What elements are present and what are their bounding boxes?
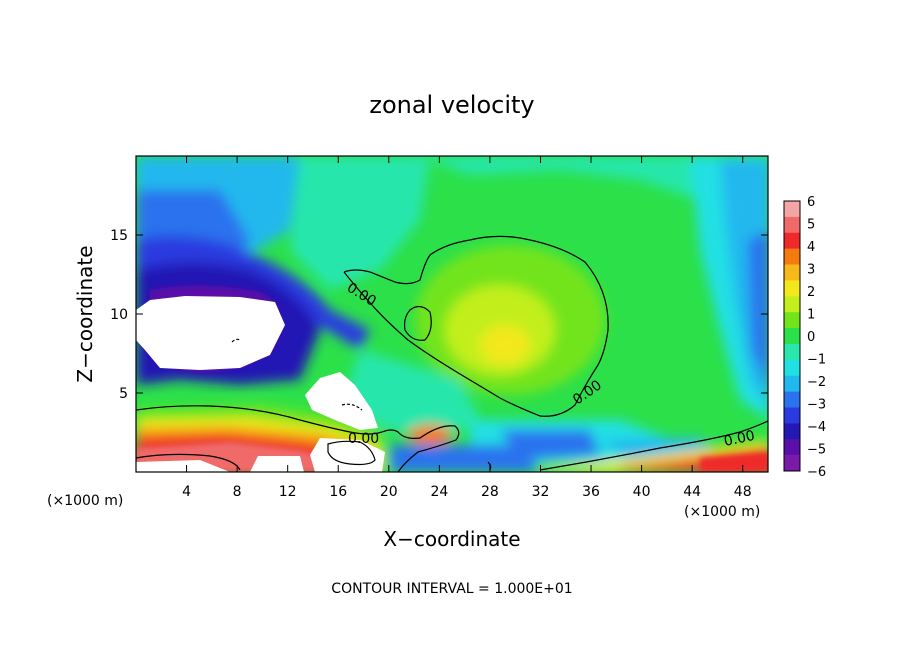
colorbar-swatch: [784, 296, 800, 313]
colorbar-swatch: [784, 328, 800, 345]
x-tick-label: 16: [329, 484, 347, 500]
y-tick-label: 5: [119, 386, 128, 402]
colorbar-tick-label: −2: [807, 375, 826, 390]
colorbar-tick-label: −5: [807, 443, 826, 458]
colorbar-swatch: [784, 216, 800, 234]
colorbar-swatch: [784, 312, 800, 329]
x-tick-label: 8: [233, 484, 242, 500]
x-tick-label: 36: [582, 484, 600, 500]
colorbar-swatch: [784, 264, 800, 281]
colorbar-tick-label: 2: [807, 285, 815, 300]
colorbar-tick-label: −1: [807, 353, 826, 368]
x-tick-label: 32: [532, 484, 550, 500]
colorbar-tick-label: −4: [807, 420, 826, 435]
x-tick-label: 12: [279, 484, 297, 500]
y-axis-ticks: 5 10 15: [110, 228, 768, 402]
colorbar-swatch: [784, 439, 800, 456]
x-tick-label: 40: [633, 484, 651, 500]
x-tick-label: 24: [430, 484, 448, 500]
colorbar: 6 5 4 3 2 1 0 −1 −2 −3 −4 −5 −6: [783, 195, 826, 480]
chart-title: zonal velocity: [369, 91, 534, 119]
x-multiplier-left: (×1000 m): [47, 493, 123, 509]
colorbar-tick-label: 6: [807, 195, 815, 210]
colorbar-swatch: [784, 280, 800, 297]
x-tick-label: 20: [380, 484, 398, 500]
colorbar-tick-label: −6: [807, 465, 826, 480]
colorbar-swatch: [784, 232, 800, 249]
x-tick-label: 28: [481, 484, 499, 500]
colorbar-tick-label: 4: [807, 240, 815, 255]
colorbar-swatch: [784, 375, 800, 392]
y-tick-label: 10: [110, 307, 128, 323]
contour-interval-note: CONTOUR INTERVAL = 1.000E+01: [331, 581, 572, 597]
x-multiplier-right: (×1000 m): [684, 504, 760, 520]
y-tick-label: 15: [110, 228, 128, 244]
contour-label: 0.00: [723, 428, 757, 450]
colorbar-frame: [783, 200, 801, 472]
colorbar-swatch: [784, 201, 800, 218]
colorbar-tick-label: 5: [807, 218, 815, 233]
heatmap-field: [136, 156, 768, 472]
contour-lines: [136, 235, 768, 472]
colorbar-swatch: [784, 407, 800, 424]
x-axis-label: X−coordinate: [383, 527, 520, 551]
x-tick-label: 48: [734, 484, 752, 500]
colorbar-swatch: [784, 423, 800, 440]
x-axis-ticks: 4 8 12 16 20 24 28 32 36 40 44 48: [182, 156, 752, 500]
x-tick-label: 44: [683, 484, 701, 500]
y-axis-label: Z−coordinate: [73, 245, 97, 382]
colorbar-swatch: [784, 248, 800, 265]
colorbar-swatch: [784, 391, 800, 408]
colorbar-swatch: [784, 343, 800, 361]
colorbar-swatch: [784, 455, 800, 472]
colorbar-tick-label: 3: [807, 263, 815, 278]
colorbar-tick-label: −3: [807, 398, 826, 413]
colorbar-tick-label: 0: [807, 330, 815, 345]
x-tick-label: 4: [182, 484, 191, 500]
colorbar-tick-label: 1: [807, 308, 815, 323]
contour-label: 0.00: [348, 431, 379, 447]
colorbar-swatch: [784, 359, 800, 377]
